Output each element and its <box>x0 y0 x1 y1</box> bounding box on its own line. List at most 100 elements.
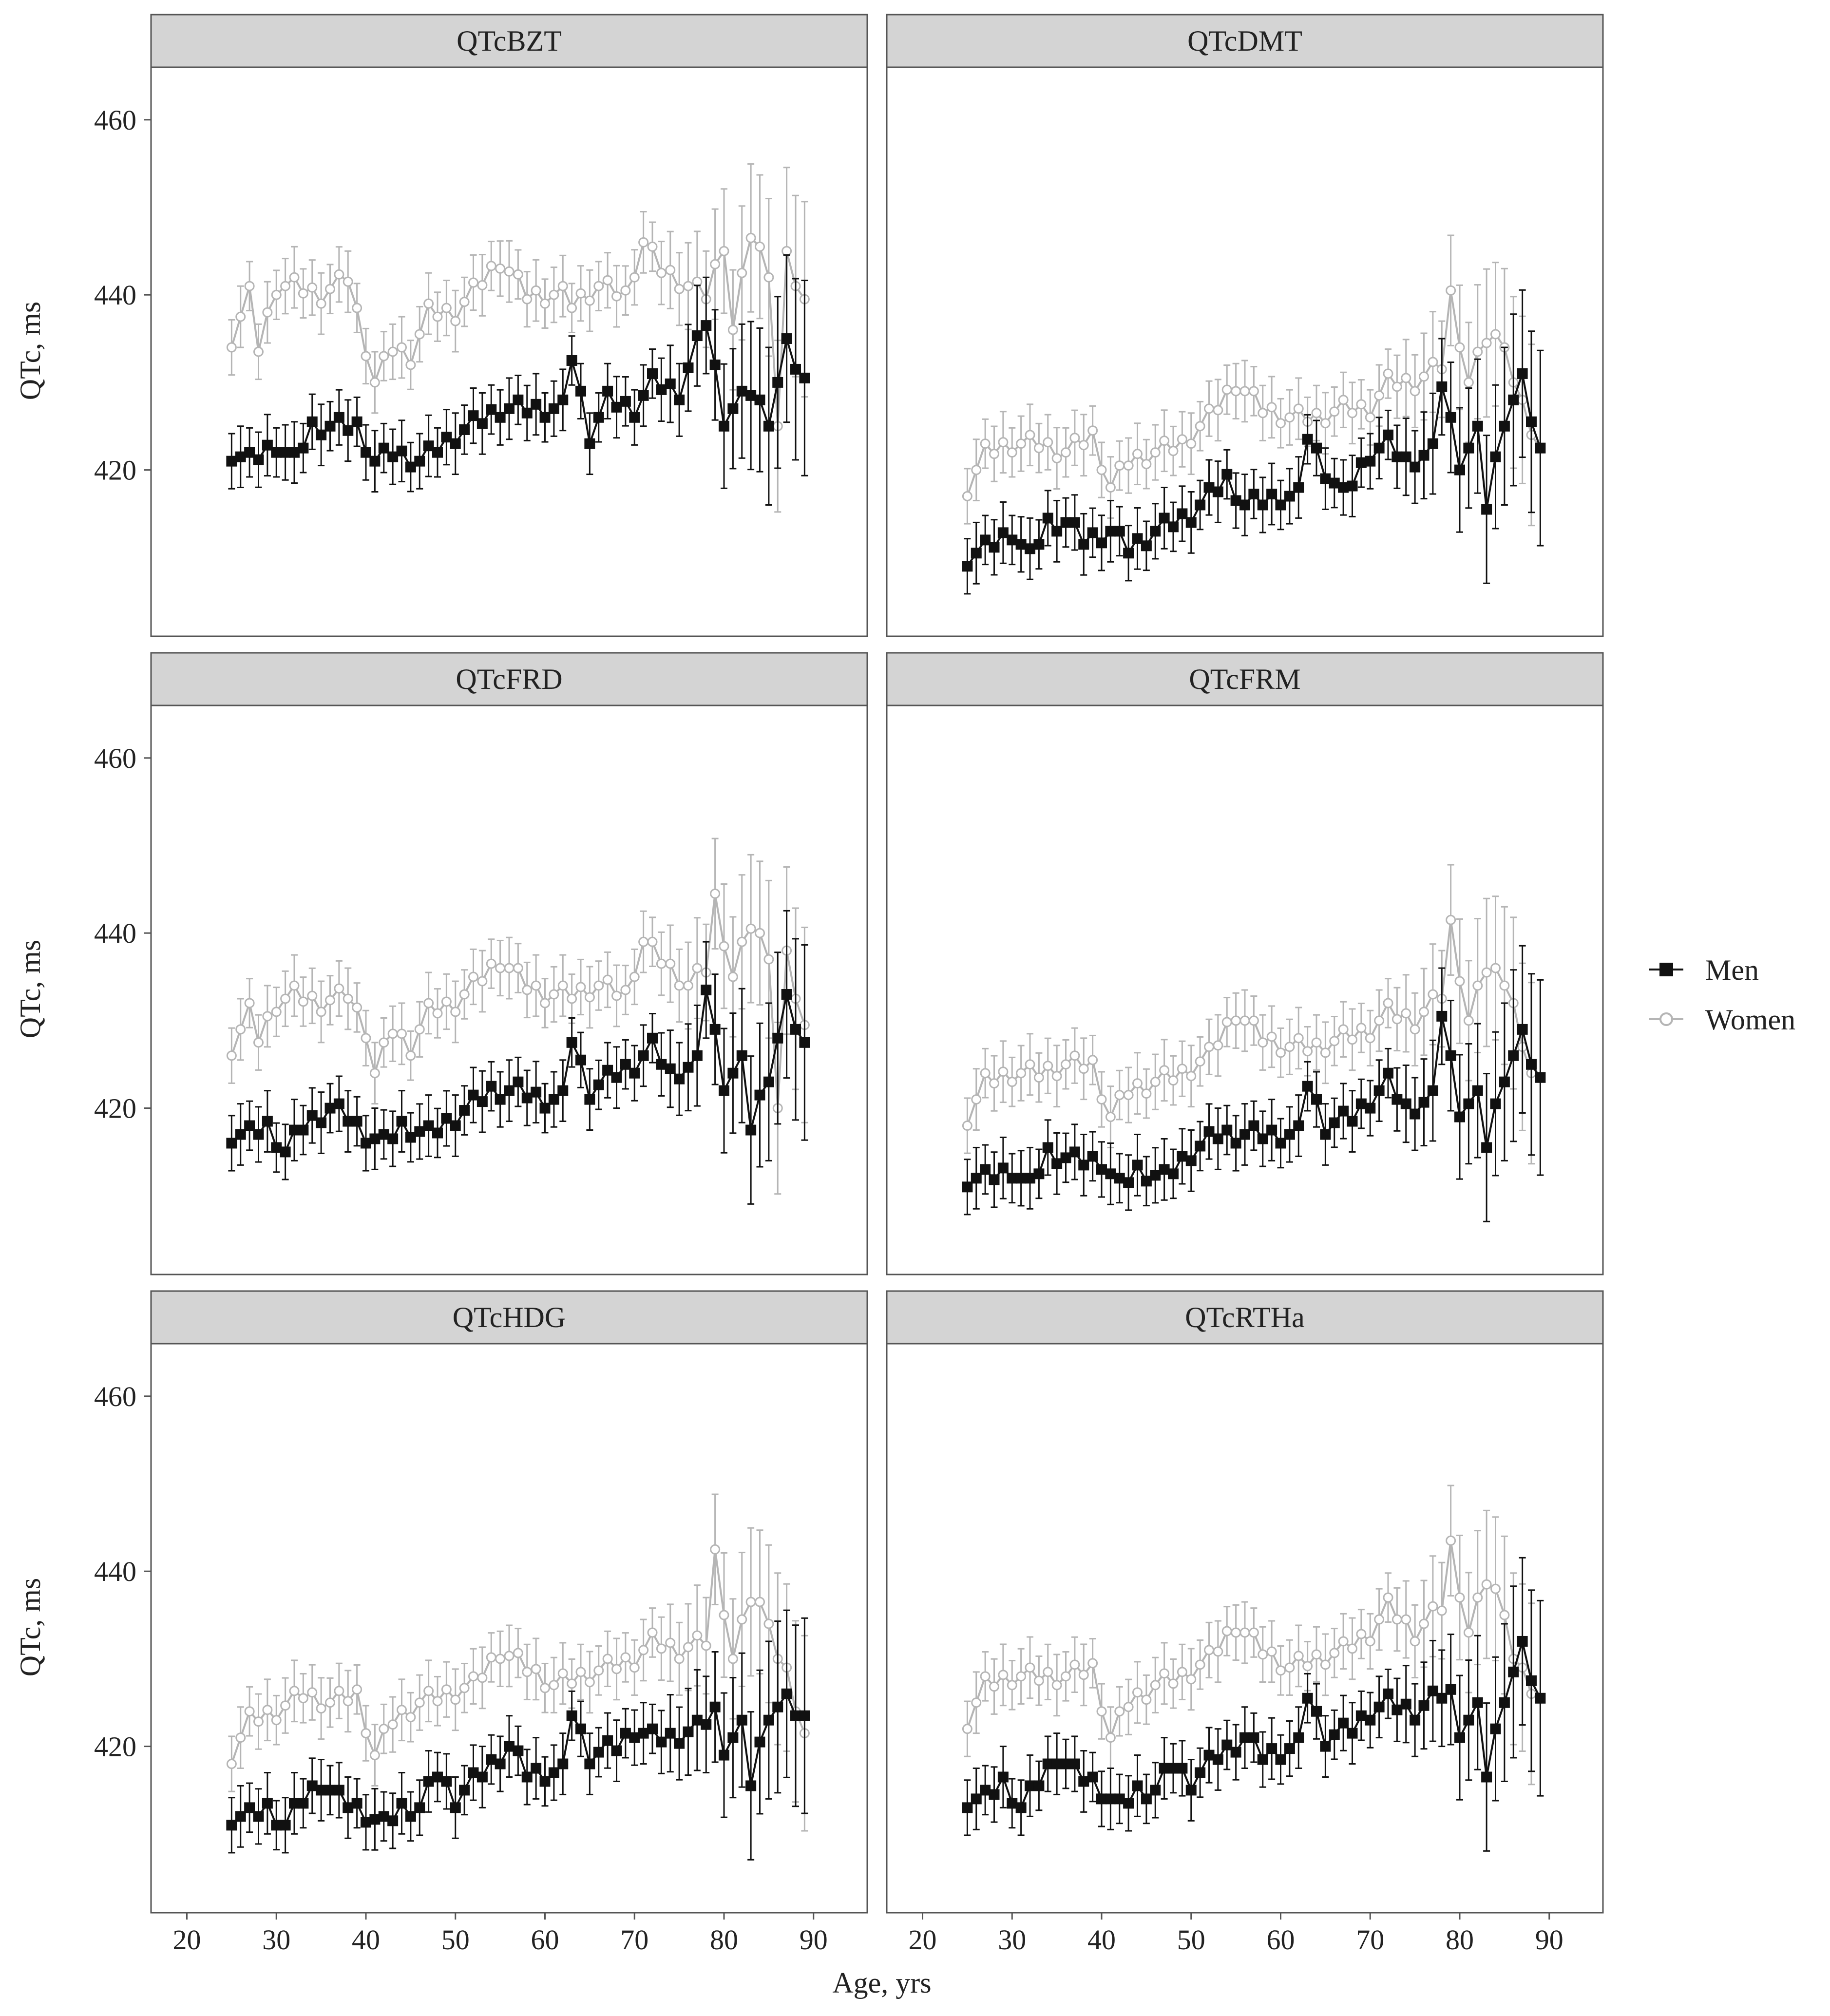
data-point-women <box>1293 403 1304 414</box>
data-point-men <box>656 1736 667 1748</box>
data-point-women <box>1123 1090 1134 1101</box>
data-point-men <box>1203 1750 1215 1761</box>
data-point-men <box>1302 1693 1313 1704</box>
data-point-women <box>1258 1649 1268 1660</box>
data-point-women <box>1284 1662 1295 1673</box>
data-point-men <box>1007 1173 1018 1184</box>
y-axis-title: QTc, ms <box>14 940 46 1038</box>
data-point-men <box>1025 543 1035 554</box>
data-point-women <box>755 1597 765 1607</box>
data-point-women <box>1374 1015 1385 1026</box>
data-point-women <box>549 289 559 300</box>
data-point-men <box>781 333 792 344</box>
data-point-women <box>611 291 622 302</box>
data-point-women <box>513 1648 523 1658</box>
data-point-women <box>1061 1671 1071 1682</box>
data-point-women <box>602 974 613 985</box>
data-point-men <box>1060 1152 1071 1163</box>
data-point-women <box>1472 1592 1483 1603</box>
data-point-women <box>602 1654 613 1664</box>
data-point-women <box>692 963 703 973</box>
data-point-women <box>441 996 452 1007</box>
data-point-women <box>414 329 425 340</box>
data-point-men <box>629 1732 640 1743</box>
data-point-women <box>459 297 470 307</box>
data-point-men <box>531 1763 542 1774</box>
data-point-women <box>575 1667 586 1677</box>
data-point-women <box>1329 406 1340 417</box>
data-point-men <box>1087 1151 1098 1162</box>
data-point-men <box>459 1785 470 1796</box>
data-point-women <box>235 1732 246 1743</box>
data-point-men <box>772 1032 783 1044</box>
data-point-women <box>1446 914 1456 925</box>
data-point-women <box>1276 1665 1286 1676</box>
data-point-women <box>1114 1706 1125 1717</box>
data-point-women <box>1463 377 1474 388</box>
data-point-women <box>1410 386 1420 397</box>
data-point-men <box>1392 1094 1403 1105</box>
data-point-women <box>1105 1732 1116 1743</box>
data-point-men <box>1168 1763 1179 1774</box>
data-point-women <box>989 449 999 459</box>
data-point-women <box>782 246 792 256</box>
data-point-men <box>378 1811 389 1822</box>
panel-title: QTcHDG <box>453 1301 566 1333</box>
data-point-women <box>1051 453 1062 464</box>
data-point-men <box>1436 1010 1448 1022</box>
data-point-women <box>567 1678 577 1689</box>
data-point-men <box>280 1146 291 1158</box>
data-point-women <box>1177 1667 1187 1677</box>
data-point-women <box>1401 1614 1411 1625</box>
data-point-men <box>1114 526 1125 537</box>
data-point-men <box>423 1776 434 1787</box>
data-point-men <box>575 385 586 397</box>
data-point-men <box>1015 1802 1027 1813</box>
data-point-men <box>1365 456 1376 467</box>
y-tick-label: 420 <box>94 455 136 486</box>
data-point-men <box>531 1086 542 1098</box>
data-point-men <box>324 1785 336 1796</box>
data-point-women <box>1276 1047 1286 1058</box>
data-point-men <box>1338 1717 1349 1729</box>
data-point-men <box>253 1129 264 1140</box>
data-point-women <box>1347 1643 1357 1654</box>
data-point-women <box>719 1610 729 1620</box>
data-point-women <box>397 1028 407 1039</box>
data-point-women <box>441 303 452 313</box>
data-point-women <box>1329 1036 1340 1046</box>
data-point-women <box>334 983 344 994</box>
data-point-men <box>1329 1117 1340 1128</box>
data-point-women <box>1168 1075 1179 1086</box>
series-women <box>962 1484 1545 1797</box>
y-tick-label: 440 <box>94 1556 136 1587</box>
data-point-men <box>656 384 667 395</box>
y-tick-label: 420 <box>94 1731 136 1763</box>
data-point-women <box>602 275 613 285</box>
data-point-men <box>1033 539 1045 550</box>
data-point-men <box>1383 429 1393 440</box>
data-point-women <box>1141 1088 1152 1099</box>
data-point-men <box>799 1710 810 1721</box>
data-point-men <box>1508 1666 1519 1677</box>
data-point-women <box>1428 1601 1438 1612</box>
data-point-women <box>244 1706 255 1717</box>
data-point-men <box>414 456 425 467</box>
y-tick-label: 460 <box>94 1381 136 1412</box>
data-point-women <box>1007 1680 1017 1691</box>
data-point-men <box>244 1802 255 1813</box>
data-point-men <box>1293 482 1304 493</box>
data-point-men <box>980 1785 991 1796</box>
data-point-women <box>1284 1042 1295 1052</box>
data-point-men <box>432 1771 443 1783</box>
data-point-men <box>548 1094 559 1105</box>
data-point-women <box>1231 1015 1241 1026</box>
data-point-men <box>701 985 712 995</box>
data-point-men <box>1266 489 1277 499</box>
data-point-women <box>316 298 326 309</box>
data-point-women <box>432 1696 443 1707</box>
data-point-men <box>1490 451 1501 462</box>
data-point-men <box>754 1736 765 1748</box>
data-point-women <box>1204 1042 1214 1052</box>
data-point-men <box>1239 1129 1250 1140</box>
